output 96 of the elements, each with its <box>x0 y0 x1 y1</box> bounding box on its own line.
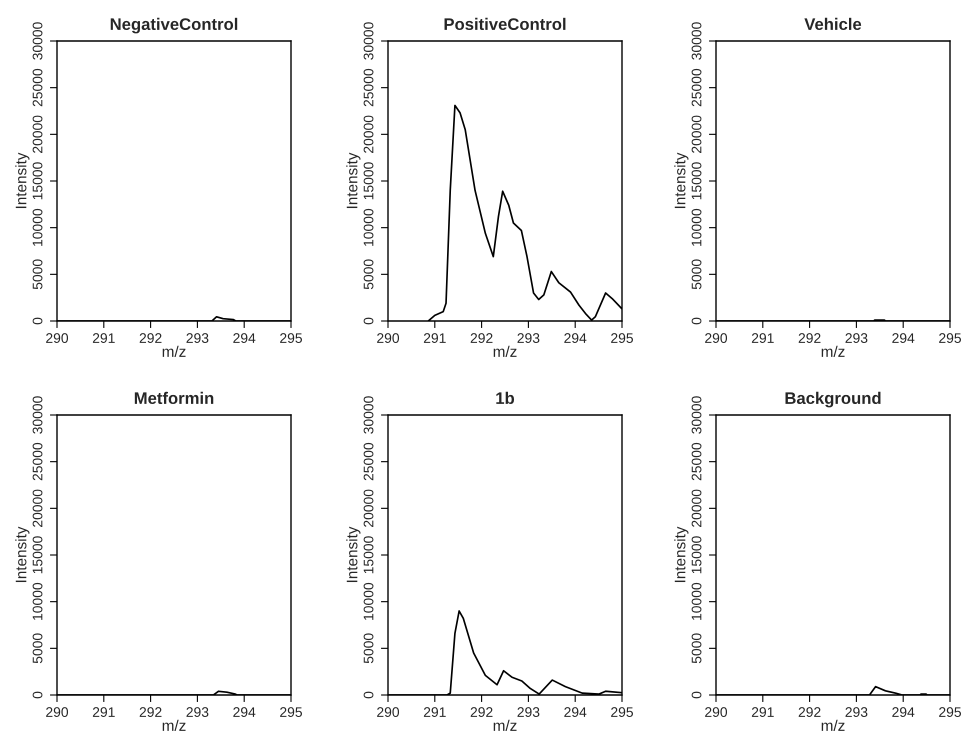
x-tick-label: 294 <box>233 707 256 718</box>
y-axis-title: Intensity <box>15 526 30 582</box>
y-tick-label: 0 <box>364 318 374 324</box>
y-axis-title: Intensity <box>674 526 688 582</box>
x-tick-label: 295 <box>611 333 634 344</box>
y-axis-title: Intensity <box>15 152 30 208</box>
y-tick-label: 10000 <box>32 208 42 246</box>
x-tick-label: 293 <box>846 707 868 718</box>
y-tick-label: 15000 <box>692 162 702 200</box>
y-tick-label: 0 <box>364 692 374 698</box>
chart-title: Background <box>786 392 881 408</box>
x-tick-label: 291 <box>424 707 446 718</box>
y-tick-label: 5000 <box>692 259 702 290</box>
y-tick-label: 10000 <box>364 208 374 246</box>
x-tick-label: 294 <box>564 333 586 344</box>
y-tick-label: 30000 <box>692 22 702 60</box>
y-tick-label: 25000 <box>364 68 374 106</box>
x-tick-label: 292 <box>798 707 820 718</box>
y-tick-label: 20000 <box>692 116 702 153</box>
x-tick-label: 295 <box>611 707 634 718</box>
chart-title: 1b <box>496 392 514 404</box>
x-tick-label: 290 <box>377 333 400 344</box>
y-axis-title: Intensity <box>346 152 360 208</box>
x-tick-label: 292 <box>470 333 492 344</box>
y-tick-label: 15000 <box>692 536 702 574</box>
y-tick-label: 5000 <box>364 633 374 664</box>
y-tick-label: 25000 <box>364 442 374 480</box>
x-axis-title: m/z <box>494 346 517 357</box>
x-tick-label: 293 <box>846 333 868 344</box>
x-tick-label: 290 <box>705 333 728 344</box>
y-tick-label: 0 <box>692 692 702 698</box>
y-tick-label: 5000 <box>32 633 42 664</box>
x-axis-title: m/z <box>822 346 845 357</box>
y-tick-label: 20000 <box>364 116 374 153</box>
y-tick-label: 20000 <box>32 490 42 527</box>
chart-title: PositiveControl <box>444 18 566 30</box>
x-tick-label: 294 <box>892 333 914 344</box>
x-tick-label: 292 <box>470 707 492 718</box>
y-tick-label: 20000 <box>364 490 374 527</box>
y-tick-label: 10000 <box>692 582 702 620</box>
x-tick-label: 291 <box>752 707 774 718</box>
y-tick-label: 30000 <box>32 396 42 434</box>
y-tick-label: 25000 <box>692 442 702 480</box>
y-tick-label: 5000 <box>32 259 42 290</box>
y-axis-title: Intensity <box>674 152 688 208</box>
y-tick-label: 10000 <box>32 582 42 620</box>
y-tick-label: 30000 <box>364 22 374 60</box>
y-tick-label: 25000 <box>32 442 42 480</box>
x-tick-label: 291 <box>92 707 115 718</box>
x-tick-label: 290 <box>46 707 68 718</box>
x-tick-label: 294 <box>892 707 914 718</box>
x-tick-label: 295 <box>280 707 302 718</box>
chart-title: Metformin <box>134 392 214 404</box>
y-tick-label: 5000 <box>692 633 702 664</box>
x-tick-label: 291 <box>424 333 446 344</box>
y-tick-label: 30000 <box>364 396 374 434</box>
y-tick-label: 15000 <box>364 536 374 574</box>
chart-title: NegativeControl <box>110 18 238 34</box>
y-tick-label: 30000 <box>692 396 702 434</box>
y-tick-label: 0 <box>32 692 42 698</box>
y-tick-label: 30000 <box>32 22 42 60</box>
x-tick-label: 292 <box>140 333 162 344</box>
y-tick-label: 10000 <box>692 208 702 246</box>
y-tick-label: 10000 <box>364 582 374 620</box>
x-tick-label: 293 <box>518 707 540 718</box>
x-tick-label: 291 <box>92 333 115 344</box>
x-tick-label: 294 <box>564 707 586 718</box>
x-tick-label: 290 <box>705 707 728 718</box>
x-tick-label: 292 <box>140 707 162 718</box>
x-tick-label: 290 <box>377 707 400 718</box>
y-tick-label: 20000 <box>32 116 42 153</box>
x-axis-title: m/z <box>162 346 186 357</box>
y-tick-label: 20000 <box>692 490 702 527</box>
x-tick-label: 293 <box>186 707 208 718</box>
y-tick-label: 15000 <box>364 162 374 200</box>
x-tick-label: 293 <box>518 333 540 344</box>
y-tick-label: 15000 <box>32 162 42 200</box>
x-tick-label: 295 <box>939 333 962 344</box>
x-tick-label: 290 <box>46 333 68 344</box>
x-tick-label: 295 <box>280 333 302 344</box>
x-axis-title: m/z <box>822 720 845 731</box>
x-tick-label: 295 <box>939 707 962 718</box>
x-tick-label: 293 <box>186 333 208 344</box>
x-tick-label: 294 <box>233 333 256 344</box>
y-axis-title: Intensity <box>346 526 360 582</box>
y-tick-label: 5000 <box>364 259 374 290</box>
chart-title: Vehicle <box>804 18 862 30</box>
y-tick-label: 25000 <box>692 68 702 106</box>
y-tick-label: 15000 <box>32 536 42 574</box>
x-tick-label: 292 <box>798 333 820 344</box>
x-tick-label: 291 <box>752 333 774 344</box>
x-axis-title: m/z <box>494 720 517 731</box>
y-tick-label: 0 <box>692 318 702 324</box>
x-axis-title: m/z <box>162 720 186 731</box>
y-tick-label: 25000 <box>32 68 42 106</box>
y-tick-label: 0 <box>32 318 42 324</box>
